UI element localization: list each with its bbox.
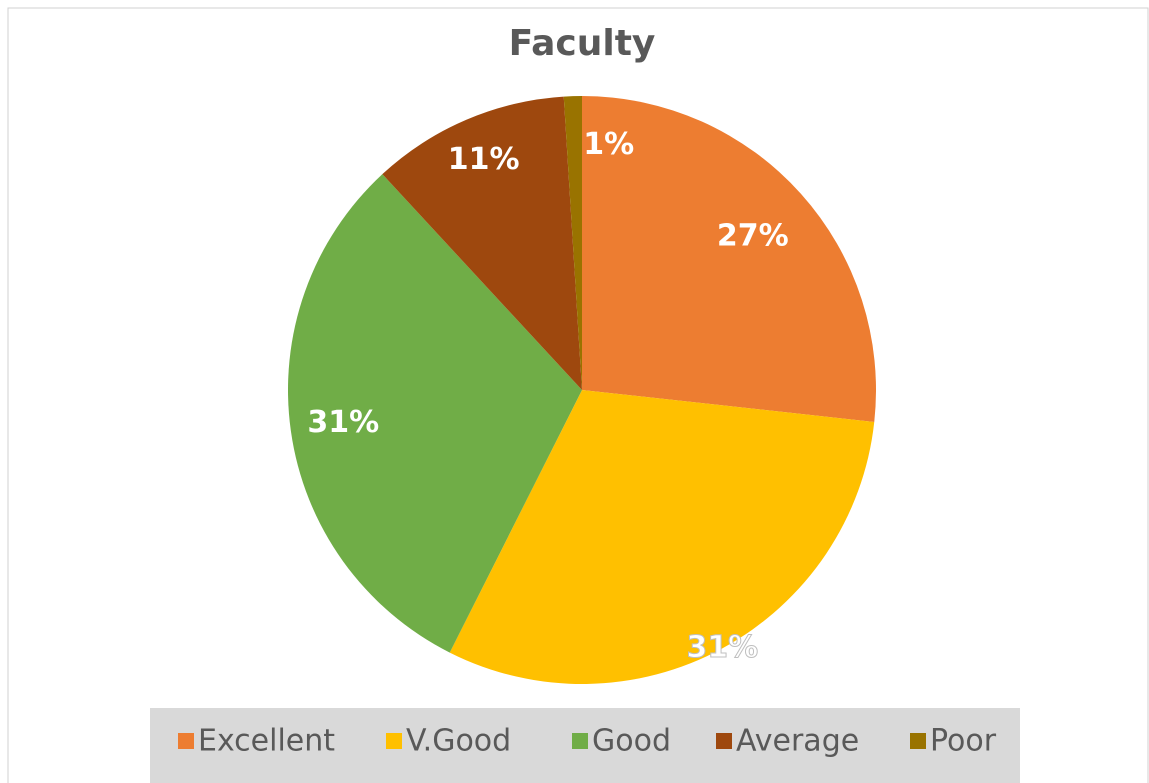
legend-label: V.Good xyxy=(406,724,511,759)
legend-label: Poor xyxy=(930,724,997,759)
pie-slice xyxy=(382,96,582,390)
pie-slice xyxy=(449,390,875,684)
legend-label: Excellent xyxy=(198,724,335,759)
legend-swatch xyxy=(178,733,194,749)
data-label: 31% xyxy=(686,630,758,665)
pie-slice xyxy=(563,96,582,390)
chart-title: Faculty xyxy=(509,23,656,64)
data-label: 31% xyxy=(307,405,379,440)
legend-swatch xyxy=(910,733,926,749)
legend-swatch xyxy=(386,733,402,749)
data-label: 11% xyxy=(448,142,520,177)
legend-swatch xyxy=(572,733,588,749)
legend-label: Average xyxy=(736,724,859,759)
legend-swatch xyxy=(716,733,732,749)
pie-slice xyxy=(582,96,876,422)
data-label: 1% xyxy=(583,127,634,162)
data-label: 27% xyxy=(717,218,789,253)
pie-slice xyxy=(287,174,582,653)
legend-label: Good xyxy=(592,724,671,759)
